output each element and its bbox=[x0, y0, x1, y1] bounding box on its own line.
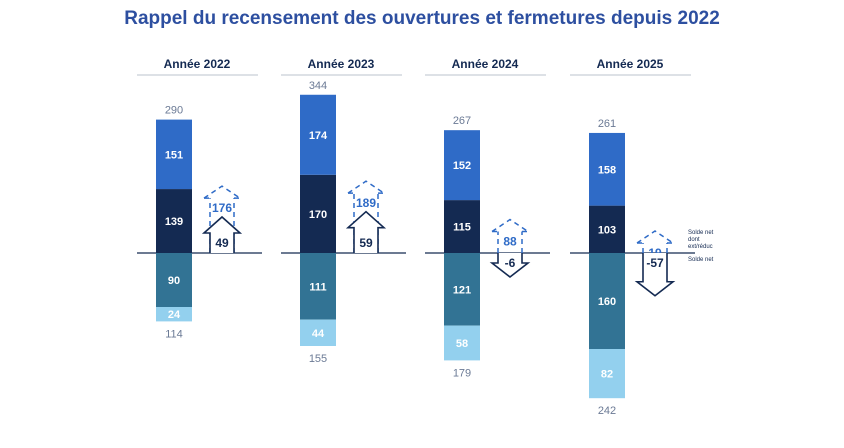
solid-arrow-down-icon bbox=[489, 253, 531, 279]
solde-net-label: 49 bbox=[215, 236, 229, 250]
bar-segment bbox=[300, 174, 336, 253]
bar-value-label: 90 bbox=[168, 275, 180, 287]
bar-value-label: 158 bbox=[598, 164, 616, 176]
bar-value-label: 170 bbox=[309, 209, 327, 221]
solde-net-label: 59 bbox=[359, 236, 373, 250]
bar-segment bbox=[444, 253, 480, 326]
bar-segment bbox=[300, 319, 336, 346]
solde-net-label: -57 bbox=[646, 256, 664, 270]
solde-net-ext-label: 88 bbox=[503, 235, 517, 249]
bar-value-label: 111 bbox=[309, 281, 326, 293]
year-header: Année 2022 bbox=[164, 57, 231, 71]
dashed-arrow-icon bbox=[636, 230, 674, 253]
bar-value-label: 139 bbox=[165, 216, 183, 228]
bar-segment bbox=[589, 349, 625, 399]
bar-segment bbox=[589, 132, 625, 206]
bar-segment bbox=[589, 253, 625, 349]
solde-net-ext-label: 176 bbox=[212, 201, 232, 215]
bar-value-label: 121 bbox=[453, 284, 471, 296]
bar-segment bbox=[156, 189, 192, 253]
bar-segment bbox=[444, 130, 480, 201]
bar-segment bbox=[444, 325, 480, 361]
bar-value-label: 152 bbox=[453, 160, 471, 172]
year-header: Année 2023 bbox=[308, 57, 375, 71]
bar-segment bbox=[300, 253, 336, 320]
bar-value-label: 44 bbox=[312, 328, 325, 340]
total-label: 344 bbox=[309, 80, 327, 92]
bar-segment bbox=[300, 94, 336, 175]
solid-arrow-up-icon bbox=[201, 215, 243, 253]
chart-title: Rappel du recensement des ouvertures et … bbox=[124, 8, 720, 29]
bar-value-label: 58 bbox=[456, 338, 468, 350]
dashed-arrow-icon bbox=[491, 218, 529, 253]
solde-net-ext-label: 189 bbox=[356, 196, 376, 210]
bar-segment bbox=[589, 205, 625, 253]
bar-value-label: 174 bbox=[309, 130, 328, 142]
legend-solid: Solde net bbox=[688, 257, 714, 263]
legend-dashed: Solde net dont ext/réduc bbox=[688, 230, 714, 250]
total-label: 114 bbox=[165, 328, 183, 340]
year-header: Année 2025 bbox=[597, 57, 664, 71]
bar-value-label: 151 bbox=[165, 149, 183, 161]
total-label: 242 bbox=[598, 405, 616, 417]
bar-segment bbox=[444, 200, 480, 253]
bar-value-label: 115 bbox=[453, 222, 471, 234]
bar-value-label: 24 bbox=[168, 309, 181, 321]
dashed-arrow-icon bbox=[203, 185, 241, 253]
total-label: 261 bbox=[598, 118, 616, 130]
total-label: 267 bbox=[453, 115, 471, 127]
solid-arrow-down-icon bbox=[634, 253, 676, 297]
bar-segment bbox=[156, 253, 192, 307]
solde-net-label: -6 bbox=[505, 256, 516, 270]
total-label: 179 bbox=[453, 367, 471, 379]
bar-value-label: 160 bbox=[598, 296, 616, 308]
bar-segment bbox=[156, 119, 192, 190]
total-label: 290 bbox=[165, 105, 183, 117]
bar-segment bbox=[156, 307, 192, 322]
solid-arrow-up-icon bbox=[345, 210, 387, 253]
total-label: 155 bbox=[309, 353, 327, 365]
bar-value-label: 82 bbox=[601, 369, 613, 381]
year-header: Année 2024 bbox=[452, 57, 519, 71]
bar-value-label: 103 bbox=[598, 224, 616, 236]
